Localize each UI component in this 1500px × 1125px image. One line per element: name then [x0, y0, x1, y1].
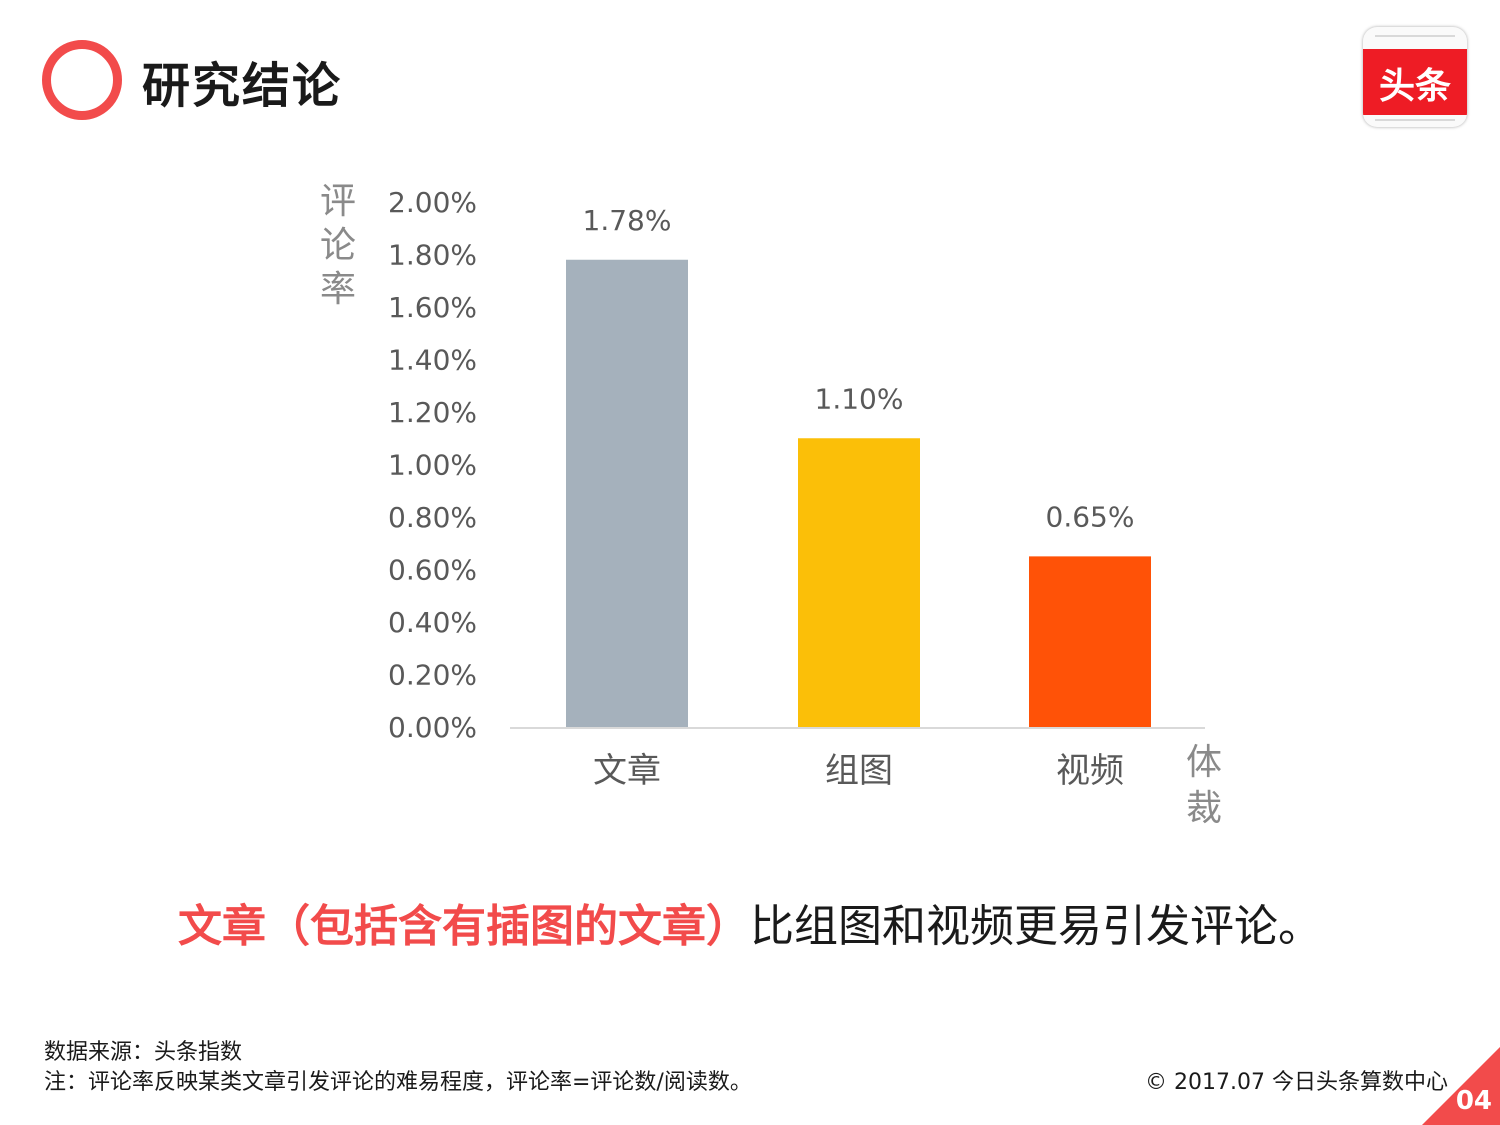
bar [798, 438, 920, 727]
y-tick-label: 0.40% [388, 606, 477, 639]
page-corner-triangle [1422, 1047, 1500, 1125]
data-label: 0.65% [1046, 500, 1135, 533]
copyright: © 2017.07 今日头条算数中心 [1145, 1070, 1448, 1095]
data-label: 1.10% [815, 382, 904, 415]
logo-line-decoration [1375, 119, 1455, 121]
toutiao-logo: 头条 [1363, 27, 1467, 127]
x-axis-title: 体裁 [1185, 742, 1222, 829]
data-source: 数据来源：头条指数 [44, 1040, 243, 1065]
logo-band [1363, 49, 1467, 115]
y-tick-label: 1.40% [388, 344, 477, 377]
y-tick-label: 1.20% [388, 396, 477, 429]
conclusion-text: 文章（包括含有插图的文章）比组图和视频更易引发评论。 [0, 890, 1500, 954]
section-ring-icon [42, 40, 122, 120]
bar-chart: 0.00% 0.20% 0.40% 0.60% 0.80% 1.00% 1.20% 1.40%… [388, 186, 1205, 791]
data-label: 1.78% [583, 204, 672, 237]
bar [566, 259, 688, 727]
x-tick-label: 视频 [1056, 751, 1124, 791]
bar [1029, 556, 1151, 727]
logo-line-decoration [1375, 35, 1455, 37]
conclusion-rest: 比组图和视频更易引发评论。 [750, 901, 1322, 952]
y-tick-label: 2.00% [388, 186, 477, 219]
y-tick-label: 1.00% [388, 449, 477, 482]
y-tick-label: 0.20% [388, 659, 477, 692]
y-tick-label: 1.60% [388, 291, 477, 324]
y-tick-label: 0.80% [388, 501, 477, 534]
logo-text: 头条 [1378, 66, 1451, 107]
conclusion-highlight: 文章（包括含有插图的文章） [178, 901, 750, 952]
y-tick-label: 0.00% [388, 711, 477, 744]
page-title: 研究结论 [142, 58, 343, 114]
y-tick-label: 1.80% [388, 239, 477, 272]
x-tick-label: 组图 [825, 751, 893, 791]
footnote: 注：评论率反映某类文章引发评论的难易程度，评论率=评论数/阅读数。 [44, 1070, 752, 1095]
y-tick-label: 0.60% [388, 554, 477, 587]
page-number: 04 [1455, 1086, 1492, 1116]
x-tick-label: 文章 [593, 751, 661, 791]
y-axis-title: 评论率 [319, 181, 356, 310]
